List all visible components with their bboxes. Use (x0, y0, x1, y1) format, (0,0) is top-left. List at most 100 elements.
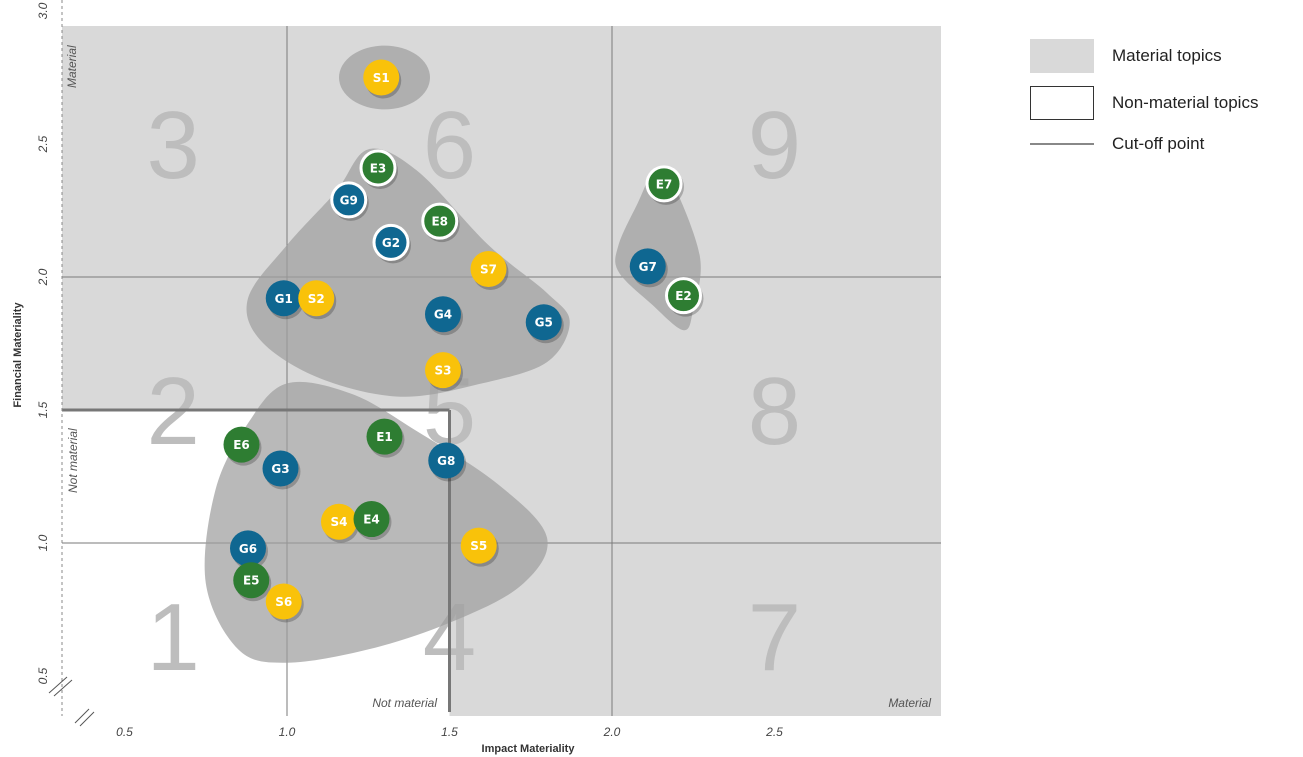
y-axis-break-mark (48, 676, 68, 694)
point-e6: E6 (223, 426, 262, 466)
point-label: E2 (675, 289, 692, 303)
annotation-bottom-not-material: Not material (372, 696, 437, 710)
point-label: G6 (239, 542, 257, 556)
point-label: E7 (656, 177, 673, 191)
point-s5: S5 (460, 527, 499, 567)
point-label: G9 (340, 193, 358, 207)
legend: Material topics Non-material topics Cut-… (1030, 38, 1300, 167)
legend-label-cutoff: Cut-off point (1112, 134, 1205, 153)
point-label: G1 (275, 292, 293, 306)
point-label: S4 (331, 515, 348, 529)
legend-swatch-material (1030, 39, 1094, 73)
y-tick-label: 3.0 (36, 2, 50, 19)
point-marker (363, 59, 400, 96)
point-marker (223, 426, 260, 463)
x-axis-title: Impact Materiality (482, 743, 576, 755)
point-s2: S2 (298, 280, 337, 320)
point-e8: E8 (421, 202, 460, 243)
point-marker (262, 450, 299, 487)
annotation-left-not-material: Not material (66, 428, 80, 493)
point-marker (230, 530, 266, 567)
point-marker (265, 280, 302, 317)
point-label: S7 (480, 263, 497, 277)
point-g7: G7 (629, 248, 668, 288)
annotation-right-material: Material (888, 696, 931, 710)
legend-label-non-material: Non-material topics (1112, 93, 1259, 112)
point-label: S2 (308, 292, 325, 306)
point-marker (321, 503, 357, 540)
point-marker (460, 527, 497, 564)
point-g8: G8 (428, 442, 467, 482)
y-tick-label: 1.0 (36, 534, 50, 551)
point-label: G3 (271, 462, 289, 476)
y-axis-break-mark (53, 679, 73, 697)
point-s7: S7 (470, 251, 509, 291)
x-axis-break-mark (74, 708, 90, 724)
zone-number-8: 8 (748, 358, 801, 465)
point-s6: S6 (265, 583, 304, 623)
point-label: E6 (233, 438, 250, 452)
y-tick-label: 2.5 (36, 135, 50, 153)
legend-item-non-material: Non-material topics (1030, 85, 1300, 121)
point-s1: S1 (363, 59, 402, 99)
point-s4: S4 (321, 503, 359, 543)
x-tick-label: 1.0 (279, 725, 296, 739)
point-label: G7 (639, 260, 657, 274)
point-e3: E3 (359, 149, 398, 189)
point-label: G5 (535, 316, 553, 330)
x-tick-label: 1.5 (441, 725, 458, 739)
legend-item-material: Material topics (1030, 38, 1300, 74)
y-tick-label: 2.0 (36, 268, 50, 286)
zone-number-9: 9 (748, 92, 801, 199)
point-label: E3 (370, 161, 387, 175)
zone-number-1: 1 (147, 584, 200, 691)
point-g1: G1 (265, 280, 304, 320)
point-g5: G5 (525, 304, 564, 344)
point-label: G2 (382, 236, 400, 250)
point-marker (525, 304, 562, 341)
point-marker (645, 165, 683, 203)
point-marker (421, 202, 459, 240)
point-label: G8 (437, 454, 455, 468)
point-marker (298, 280, 335, 317)
point-marker (629, 248, 666, 285)
zone-number-7: 7 (748, 584, 801, 691)
point-g6: G6 (230, 530, 268, 570)
legend-label-material: Material topics (1112, 46, 1222, 65)
point-label: E8 (431, 215, 448, 229)
legend-item-cutoff: Cut-off point (1030, 132, 1300, 156)
point-g3: G3 (262, 450, 301, 490)
point-marker (425, 296, 461, 333)
point-marker (428, 442, 465, 479)
point-g9: G9 (330, 181, 369, 221)
legend-swatch-cutoff (1030, 143, 1094, 145)
x-tick-label: 2.0 (603, 725, 621, 739)
y-tick-label: 0.5 (36, 667, 50, 684)
point-marker (366, 418, 403, 455)
y-axis-title: Financial Materiality (12, 302, 24, 408)
point-marker (359, 149, 397, 187)
x-tick-label: 2.5 (765, 725, 783, 739)
point-e7: E7 (645, 165, 684, 205)
point-marker (425, 352, 461, 389)
point-marker (265, 583, 302, 620)
point-marker (372, 223, 410, 261)
point-marker (330, 181, 368, 219)
point-g2: G2 (372, 223, 411, 264)
point-label: S3 (435, 364, 452, 378)
y-tick-label: 1.5 (36, 401, 50, 418)
x-tick-label: 0.5 (116, 725, 133, 739)
x-axis-break-mark (79, 711, 95, 727)
point-marker (233, 562, 270, 599)
point-e5: E5 (233, 562, 272, 602)
point-label: S6 (275, 595, 292, 609)
point-g4: G4 (425, 296, 463, 336)
point-label: S1 (373, 71, 390, 85)
point-label: G4 (434, 308, 452, 322)
point-e1: E1 (366, 418, 405, 458)
point-e4: E4 (353, 501, 392, 541)
point-marker (353, 501, 390, 538)
point-label: S5 (470, 539, 487, 553)
cluster-main (246, 148, 570, 397)
legend-swatch-non-material (1030, 86, 1094, 120)
